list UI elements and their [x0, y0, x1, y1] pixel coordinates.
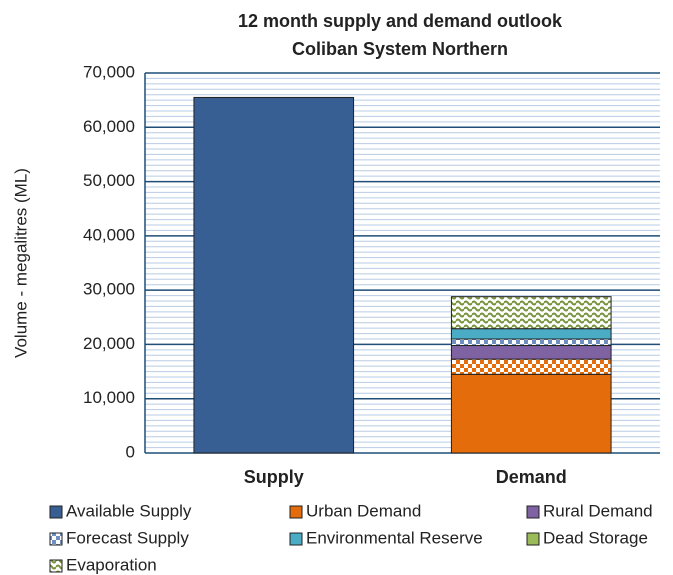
bar-segment: [450, 296, 612, 330]
legend-label: Forecast Supply: [66, 528, 189, 547]
x-tick-label: Supply: [244, 467, 304, 487]
y-tick-label: 60,000: [83, 117, 135, 136]
bar-segment: [450, 338, 612, 347]
legend-label: Evaporation: [66, 555, 157, 574]
x-tick-label: Demand: [496, 467, 567, 487]
legend-label: Dead Storage: [543, 528, 648, 547]
y-tick-label: 40,000: [83, 225, 135, 244]
y-tick-label: 0: [126, 442, 135, 461]
y-tick-label: 20,000: [83, 334, 135, 353]
legend-swatch: [289, 505, 303, 519]
legend-label: Urban Demand: [306, 501, 421, 520]
y-tick-label: 50,000: [83, 171, 135, 190]
legend-swatch: [49, 532, 63, 546]
legend-swatch: [289, 532, 303, 546]
y-tick-label: 30,000: [83, 280, 135, 299]
bar-segment: [450, 345, 612, 360]
chart-title: 12 month supply and demand outlook: [238, 11, 563, 31]
y-tick-label: 10,000: [83, 388, 135, 407]
bar-segment: [450, 328, 612, 340]
legend-label: Environmental Reserve: [306, 528, 483, 547]
legend-swatch: [526, 505, 540, 519]
bar-segment: [193, 96, 355, 454]
y-tick-label: 70,000: [83, 62, 135, 81]
legend-swatch: [49, 559, 63, 573]
legend-swatch: [526, 532, 540, 546]
bar-segment: [450, 358, 612, 375]
legend-label: Available Supply: [66, 501, 192, 520]
y-axis-label: Volume - megalitres (ML): [11, 168, 30, 358]
legend-label: Rural Demand: [543, 501, 653, 520]
legend-swatch: [49, 505, 63, 519]
bar-segment: [450, 373, 612, 454]
chart-subtitle: Coliban System Northern: [292, 39, 508, 59]
